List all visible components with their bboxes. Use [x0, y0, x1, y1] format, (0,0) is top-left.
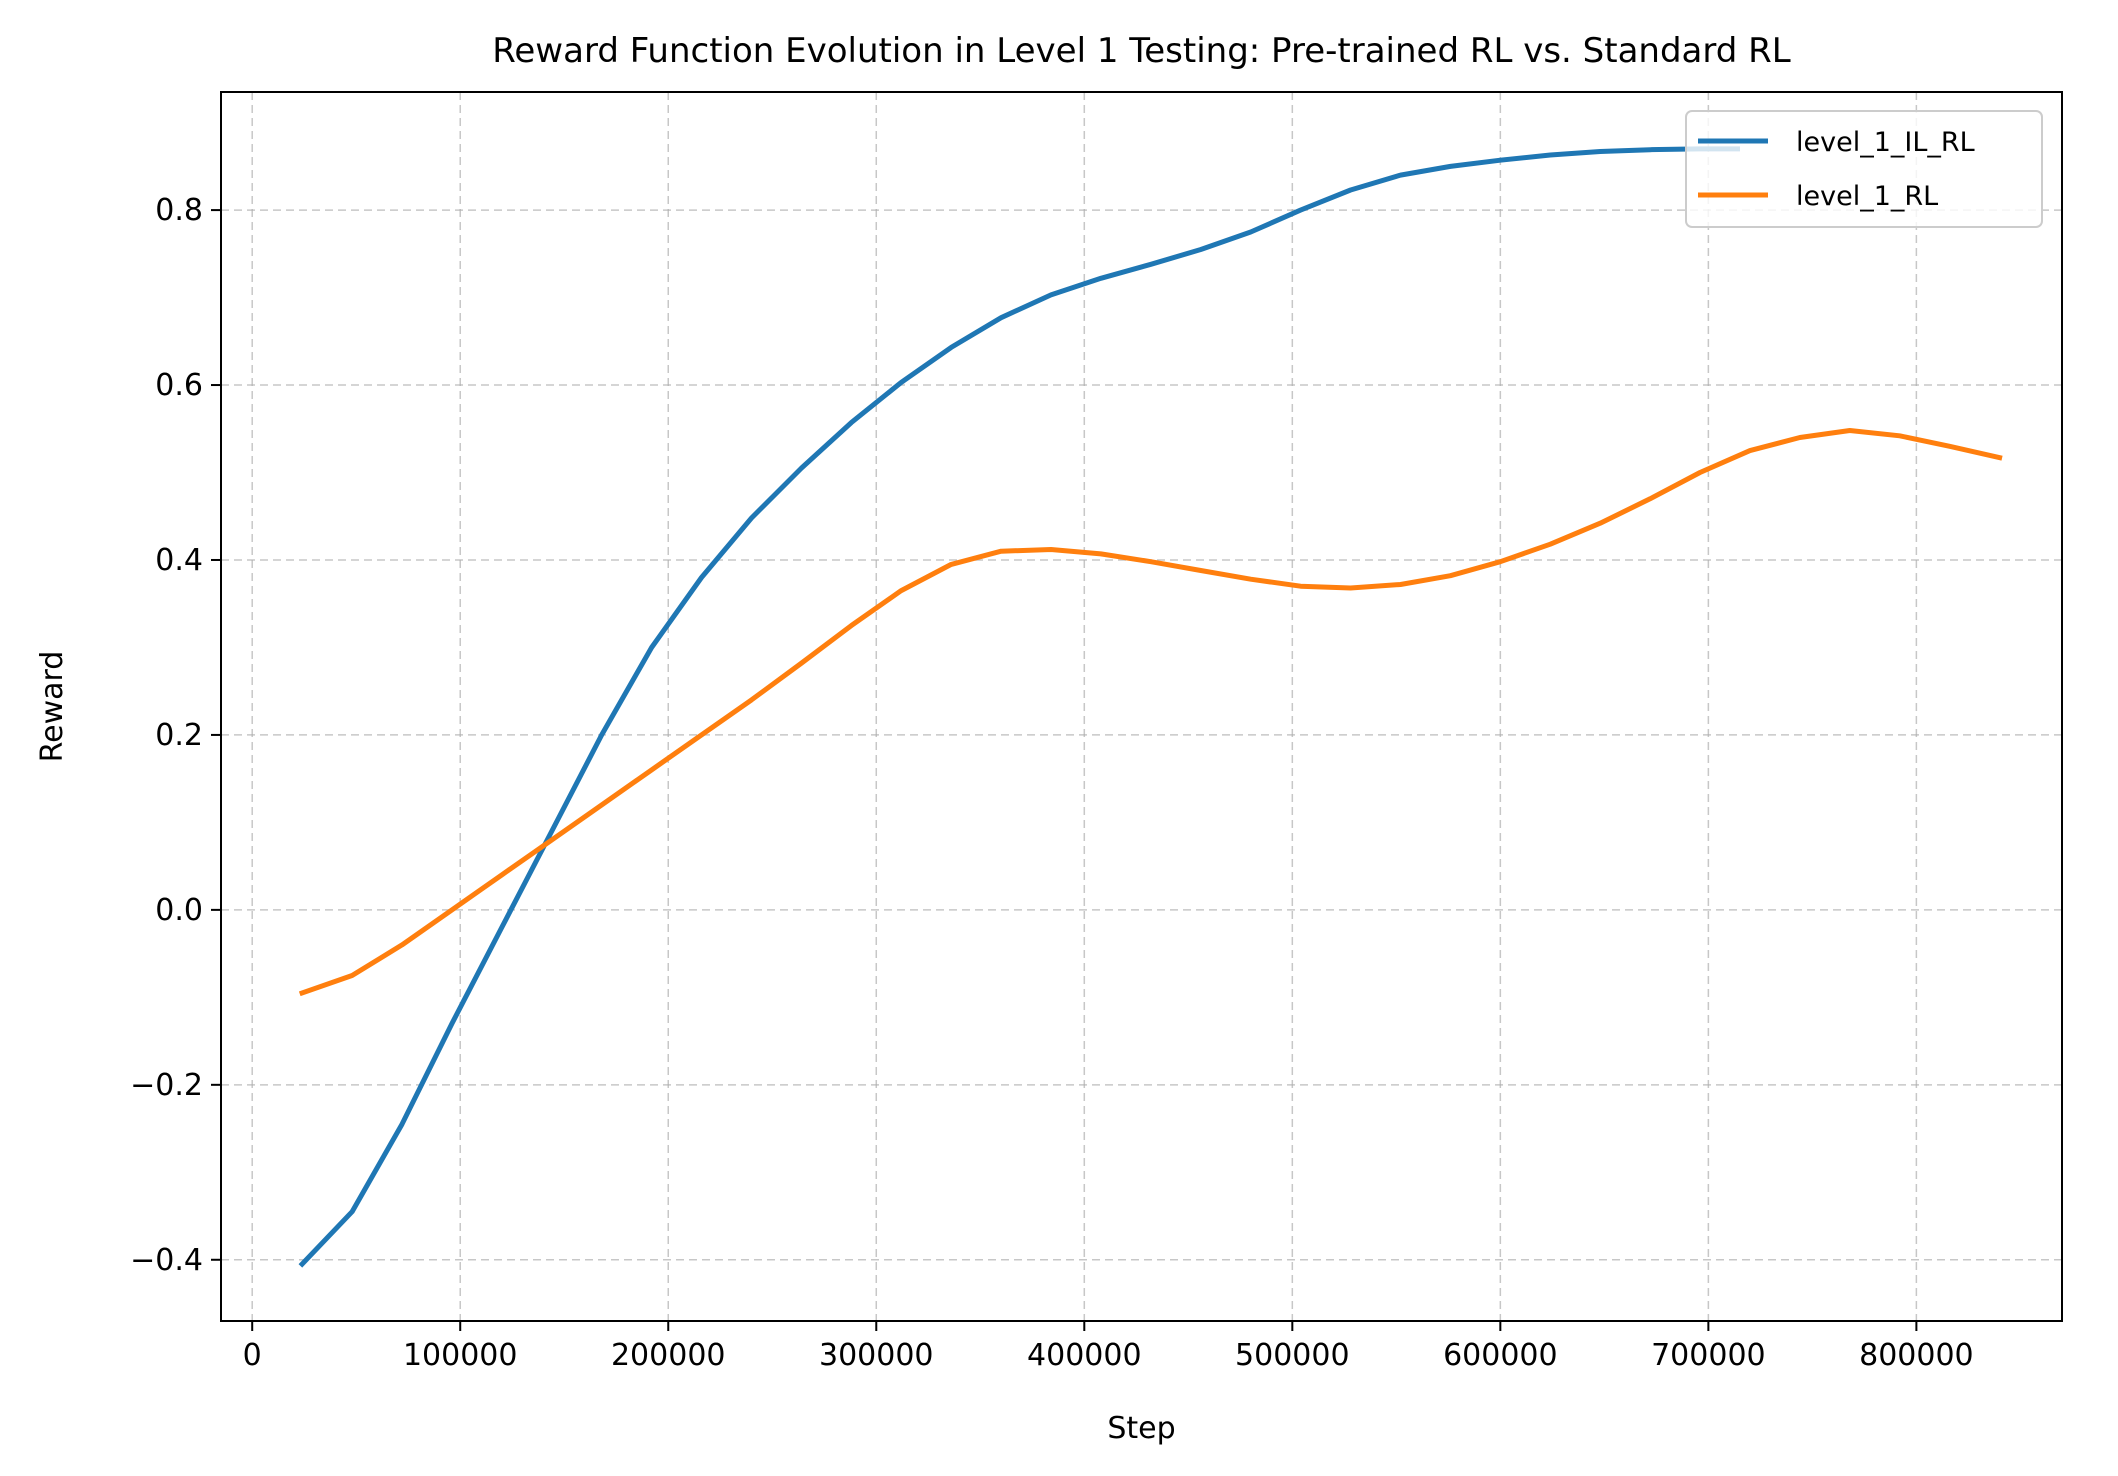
plot-frame	[220, 91, 2063, 1322]
series-lines	[298, 146, 2003, 1268]
legend-box	[1685, 110, 2043, 228]
x-tick-label: 500000	[1235, 1338, 1350, 1373]
legend-label-level-1-il-rl: level_1_IL_RL	[1796, 127, 1975, 158]
y-tick-label: −0.2	[130, 1068, 203, 1103]
y-tick-label: 0.4	[155, 543, 203, 578]
x-axis-label: Step	[1107, 1411, 1175, 1446]
legend: level_1_IL_RL level_1_RL	[1685, 110, 2043, 228]
y-tick-label: 0.8	[155, 193, 203, 228]
x-tick-label: 300000	[819, 1338, 934, 1373]
x-tick-label: 400000	[1027, 1338, 1142, 1373]
y-tick-label: 0.2	[155, 718, 203, 753]
legend-label-level-1-rl: level_1_RL	[1796, 181, 1938, 212]
y-tick-label: −0.4	[130, 1243, 203, 1278]
x-tick-label: 600000	[1443, 1338, 1558, 1373]
x-tick-label: 0	[243, 1338, 262, 1373]
x-tick-label: 700000	[1651, 1338, 1766, 1373]
chart-title: Reward Function Evolution in Level 1 Tes…	[492, 31, 1790, 71]
y-tick-label: 0.6	[155, 368, 203, 403]
x-tick-label: 200000	[611, 1338, 726, 1373]
y-tick-label: 0.0	[155, 893, 203, 928]
grid-lines	[221, 92, 2062, 1321]
axis-ticks: 0 100000 200000 300000 400000 500000 600000 700…	[130, 193, 1974, 1373]
y-axis-label: Reward	[35, 651, 70, 763]
x-tick-label: 800000	[1859, 1338, 1974, 1373]
x-tick-label: 100000	[403, 1338, 518, 1373]
series-line-level-1-rl	[298, 428, 2003, 997]
